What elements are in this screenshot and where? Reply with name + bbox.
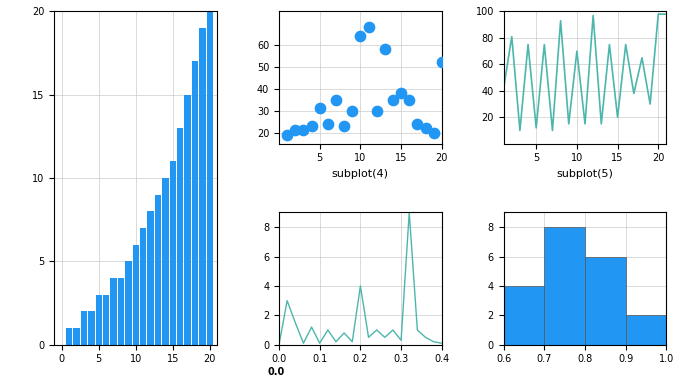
Point [314, 105, 325, 111]
Point [437, 59, 447, 65]
Point [388, 97, 398, 103]
Point [371, 108, 382, 114]
Bar [626, 315, 666, 345]
Point [298, 128, 309, 134]
Point [379, 46, 390, 52]
Point [282, 132, 292, 138]
Bar [140, 228, 146, 345]
Point [290, 128, 301, 134]
Point [347, 108, 358, 114]
Point [322, 121, 333, 127]
Bar [125, 261, 131, 345]
Bar [184, 95, 190, 345]
Text: 0.0: 0.0 [268, 367, 285, 377]
Point [330, 97, 341, 103]
Point [363, 24, 374, 30]
Point [339, 123, 350, 129]
Bar [199, 28, 205, 345]
Bar [169, 162, 176, 345]
Bar [177, 128, 184, 345]
Bar [118, 278, 124, 345]
Point [355, 33, 366, 39]
Bar [155, 195, 161, 345]
Bar [192, 61, 198, 345]
Bar [163, 178, 169, 345]
Bar [544, 227, 585, 345]
Bar [585, 257, 626, 345]
Point [396, 90, 407, 96]
Bar [504, 286, 544, 345]
X-axis label: subplot(4): subplot(4) [332, 169, 389, 179]
Point [412, 121, 423, 127]
Bar [81, 311, 87, 345]
Point [428, 129, 439, 136]
Point [420, 125, 431, 131]
Bar [96, 295, 102, 345]
X-axis label: subplot(5): subplot(5) [556, 169, 613, 179]
Bar [66, 328, 72, 345]
Bar [148, 211, 154, 345]
Bar [133, 245, 139, 345]
Bar [88, 311, 95, 345]
Point [306, 123, 317, 129]
Bar [207, 11, 213, 345]
Bar [110, 278, 117, 345]
Point [404, 97, 415, 103]
Bar [73, 328, 80, 345]
Bar [103, 295, 109, 345]
